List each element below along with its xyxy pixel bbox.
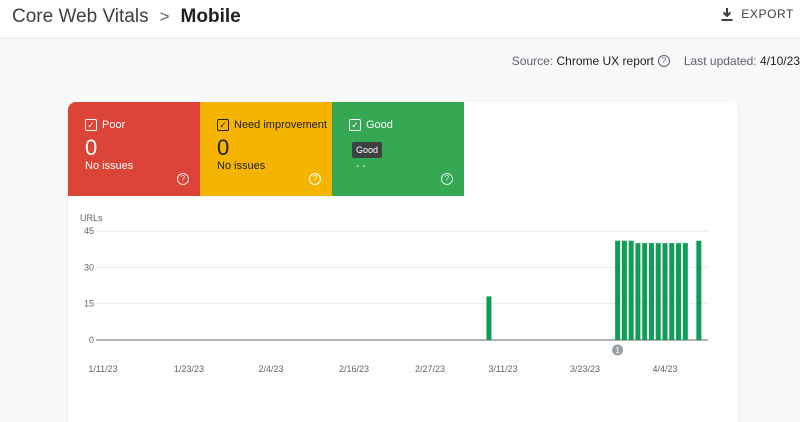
- help-icon[interactable]: ?: [441, 173, 453, 185]
- tile-count: 0: [85, 135, 98, 160]
- tile-subtext: No issues: [217, 160, 266, 172]
- bar: [628, 240, 634, 340]
- updated-value: 4/10/23: [759, 54, 800, 68]
- download-icon: [721, 7, 733, 21]
- bar: [655, 243, 661, 340]
- tile-poor[interactable]: ✓ Poor 0 No issues ?: [68, 102, 200, 196]
- y-tick-label: 0: [89, 335, 94, 345]
- page-header: Core Web Vitals > Mobile EXPORT: [0, 0, 800, 39]
- tile-subtext: No issues: [85, 160, 134, 172]
- source-value: Chrome UX report: [556, 54, 654, 68]
- urls-bar-chart: URLs 45 30 15 0 1 1/11/23 1/23/23 2/4/23 2/16/23 2…: [80, 213, 708, 374]
- bar: [648, 243, 654, 340]
- y-tick-label: 30: [84, 262, 94, 272]
- status-summary: ✓ Poor 0 No issues ? ✓ Need improvement …: [68, 102, 464, 196]
- tile-label: Good: [366, 119, 393, 131]
- source-label: Source:: [511, 54, 554, 68]
- bar: [642, 243, 648, 340]
- y-tick-label: 45: [84, 226, 94, 236]
- x-tick-label: 2/16/23: [339, 364, 369, 374]
- x-tick-label: 2/4/23: [258, 364, 283, 374]
- breadcrumb-root[interactable]: Core Web Vitals: [12, 6, 149, 27]
- x-tick-label: 1/11/23: [88, 364, 117, 374]
- bar: [635, 243, 641, 340]
- checkbox-icon[interactable]: ✓: [85, 119, 97, 131]
- checkbox-icon[interactable]: ✓: [349, 119, 361, 131]
- export-label: EXPORT: [741, 7, 794, 21]
- bar: [682, 243, 688, 340]
- x-tick-label: 3/23/23: [570, 364, 600, 374]
- annotation-label: 1: [615, 346, 620, 355]
- bar: [676, 243, 682, 340]
- bar: [669, 243, 675, 340]
- checkbox-icon[interactable]: ✓: [217, 119, 229, 131]
- help-icon[interactable]: ?: [177, 173, 189, 185]
- updated-label: Last updated:: [683, 54, 757, 68]
- bar: [621, 240, 627, 340]
- annotation-marker: [612, 344, 624, 356]
- tile-label: Need improvement: [234, 119, 327, 131]
- breadcrumb: Core Web Vitals > Mobile: [12, 6, 241, 28]
- tooltip: Good: [352, 142, 383, 158]
- x-tick-label: 2/27/23: [415, 364, 445, 374]
- y-tick-label: 15: [84, 299, 94, 309]
- bar: [696, 240, 702, 340]
- x-tick-label: 3/11/23: [488, 364, 517, 374]
- x-tick-label: 1/23/23: [174, 364, 204, 374]
- help-icon[interactable]: ?: [657, 55, 670, 67]
- report-card: ✓ Poor 0 No issues ? ✓ Need improvement …: [68, 102, 738, 422]
- tile-label: Poor: [102, 119, 126, 131]
- breadcrumb-separator-icon: >: [159, 7, 170, 26]
- tile-count: 0: [217, 135, 230, 160]
- page-title: Mobile: [180, 6, 241, 27]
- y-axis-label: URLs: [80, 213, 103, 223]
- tile-need-improvement[interactable]: ✓ Need improvement 0 No issues ?: [200, 102, 332, 196]
- bar: [486, 296, 492, 340]
- tile-good[interactable]: ✓ Good - - Good ?: [332, 102, 464, 196]
- help-icon[interactable]: ?: [309, 173, 321, 185]
- bar: [615, 240, 621, 340]
- x-tick-label: 4/4/23: [652, 364, 677, 374]
- tile-count-hidden: - -: [356, 161, 366, 172]
- bar: [662, 243, 668, 340]
- report-meta: Source: Chrome UX report ? Last updated:…: [512, 54, 800, 68]
- export-button[interactable]: EXPORT: [721, 4, 794, 24]
